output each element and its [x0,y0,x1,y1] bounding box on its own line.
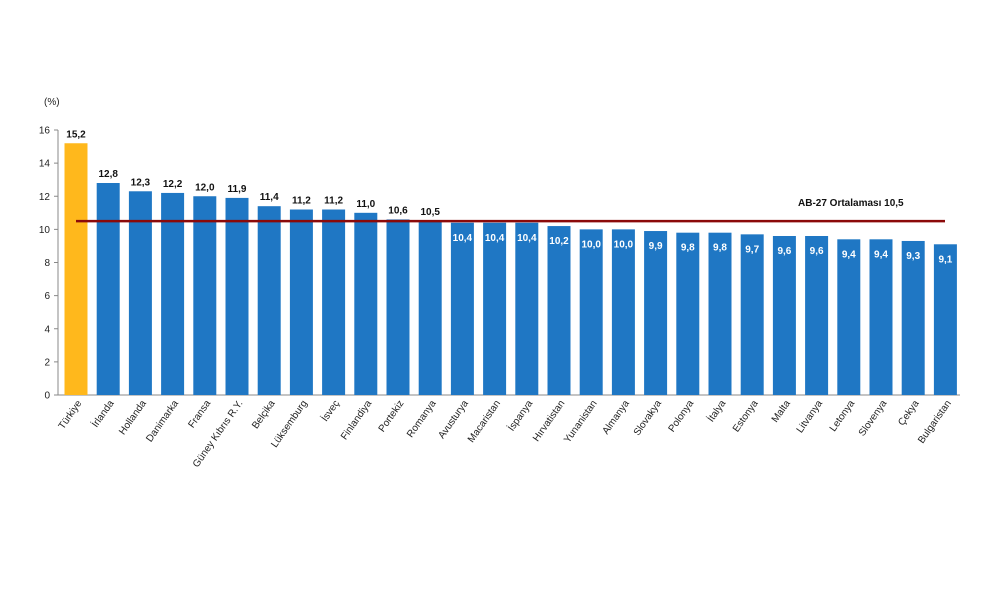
bar [579,229,603,395]
bar [901,240,925,395]
data-label: 9,6 [777,246,791,257]
x-tick-label: Bulgaristan [916,398,954,445]
x-tick-label: Macaristan [466,398,503,444]
x-tick-label: Malta [770,398,793,425]
x-tick-label: Estonya [731,398,761,434]
bar [128,191,152,395]
bar [289,209,313,395]
bar [322,209,346,395]
data-label: 11,2 [324,196,343,207]
data-label: 11,4 [260,192,279,203]
y-tick-label: 6 [44,291,50,302]
data-label: 11,9 [228,184,247,195]
bar [96,183,120,395]
bar [644,231,668,395]
data-label: 9,4 [842,249,856,260]
y-tick-label: 2 [44,357,50,368]
x-tick-label: Hollanda [117,398,149,437]
data-label: 9,8 [713,243,727,254]
bar [805,236,829,395]
x-tick-label: Slovakya [632,398,665,438]
data-label: 10,4 [485,233,505,244]
x-tick-label: Polonya [667,398,697,434]
bar [837,239,861,395]
y-tick-label: 0 [44,391,50,402]
data-label: 10,6 [388,205,408,216]
data-label: 12,3 [131,177,151,188]
x-tick-label: Almanya [601,398,633,437]
x-tick-label: Yunanistan [562,398,599,445]
x-tick-label: İspanya [505,397,536,434]
x-tick-label: Portekiz [377,398,407,434]
data-label: 10,4 [517,233,537,244]
bar [676,232,700,395]
x-tick-label: Avusturya [436,398,471,441]
data-label: 12,0 [195,182,215,193]
bar [483,222,507,395]
data-label: 10,2 [549,236,569,247]
data-label: 10,0 [581,239,601,250]
data-label: 9,3 [906,251,920,262]
data-label: 10,4 [453,233,473,244]
bar [193,196,217,395]
y-tick-label: 4 [44,324,50,335]
data-label: 15,2 [66,129,86,140]
x-tick-label: Türkiye [57,398,85,432]
x-tick-label: Fransa [186,398,213,430]
data-label: 9,8 [681,243,695,254]
x-tick-label: Hırvatistan [531,398,567,443]
bar [418,221,442,395]
y-axis-unit-label: (%) [44,97,60,108]
bar [225,197,249,395]
data-label: 11,0 [356,199,375,210]
x-tick-label: Finlandiya [339,398,374,442]
bar [869,239,893,395]
bar [161,192,185,395]
bar [64,143,88,395]
bar [708,232,732,395]
bar [257,206,281,395]
x-tick-label: Romanya [405,398,439,440]
data-label: 9,6 [810,246,824,257]
data-label: 10,5 [420,207,440,218]
bar [933,244,957,395]
x-tick-label: İtalya [704,397,729,424]
x-tick-label: Letonya [828,398,858,434]
y-tick-label: 10 [39,225,51,236]
x-tick-label: İsveç [318,397,342,424]
data-label: 9,1 [938,254,952,265]
bar [611,229,635,395]
data-label: 9,9 [649,241,663,252]
y-tick-label: 14 [39,159,51,170]
bar [354,212,378,395]
data-label: 9,7 [745,244,759,255]
bar [450,222,474,395]
bar [772,236,796,395]
x-tick-label: Danimarka [144,398,181,444]
bar [515,222,539,395]
y-tick-label: 16 [39,126,51,137]
data-label: 10,0 [614,239,634,250]
data-label: 11,2 [292,196,311,207]
bar [547,226,571,395]
bar [386,219,410,395]
x-tick-label: Belçika [250,398,278,431]
x-tick-label: Slovenya [857,398,890,438]
bar [740,234,764,395]
x-tick-label: Litvanya [795,398,826,435]
data-label: 12,8 [98,169,118,180]
x-tick-label: İrlanda [88,397,116,430]
reference-line-label: AB-27 Ortalaması 10,5 [798,198,904,209]
y-tick-label: 8 [44,258,50,269]
y-tick-label: 12 [39,192,51,203]
data-label: 9,4 [874,249,888,260]
data-label: 12,2 [163,179,183,190]
x-tick-label: Çekya [896,398,922,428]
